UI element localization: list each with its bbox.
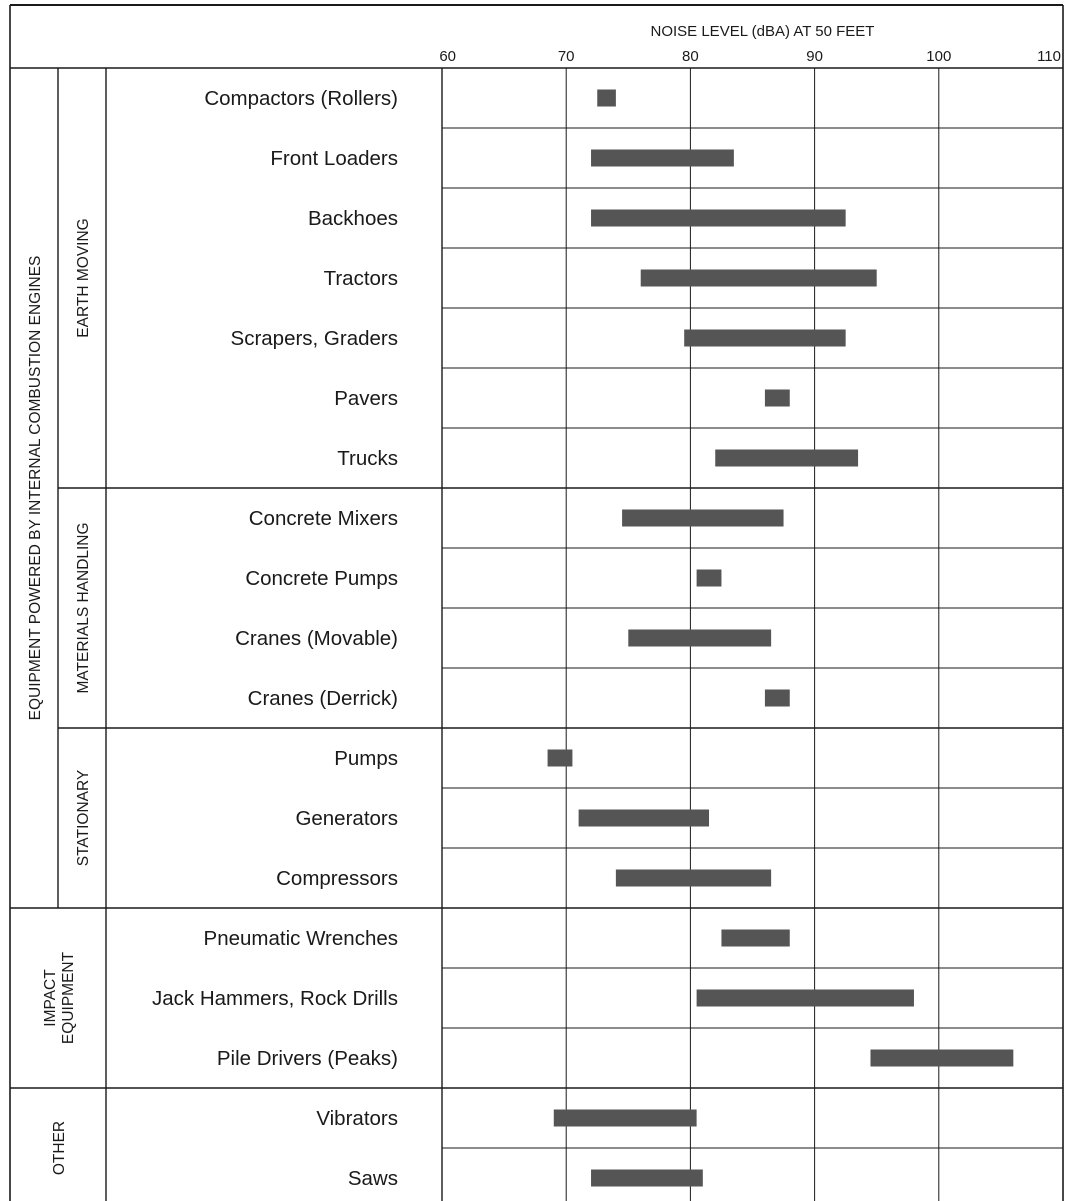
bar-trucks bbox=[715, 449, 859, 467]
group-label-impact-equipment: IMPACTEQUIPMENT bbox=[42, 951, 77, 1044]
labels: NOISE LEVEL (dBA) AT 50 FEET 60 70 80 90 100… bbox=[27, 23, 1061, 1190]
bar-scrapers-graders bbox=[684, 329, 846, 347]
x-tick-label-60: 60 bbox=[439, 48, 456, 65]
bar-pile-drivers-peaks bbox=[870, 1049, 1014, 1067]
group-label-other: OTHER bbox=[51, 1121, 68, 1175]
bar-cranes-derrick bbox=[764, 689, 790, 707]
row-label-pumps: Pumps bbox=[334, 747, 398, 770]
table-frame bbox=[9, 4, 1064, 1201]
bar-compactors-rollers bbox=[597, 89, 616, 107]
group-label-earth-moving: EARTH MOVING bbox=[75, 218, 92, 337]
bar-jack-hammers-rock-drills bbox=[696, 989, 914, 1007]
row-label-concrete-mixers: Concrete Mixers bbox=[249, 507, 398, 530]
x-tick-label-70: 70 bbox=[558, 48, 575, 65]
bars bbox=[547, 89, 1014, 1187]
x-tick-label-100: 100 bbox=[926, 48, 951, 65]
outer-group-label: EQUIPMENT POWERED BY INTERNAL COMBUSTION… bbox=[27, 256, 44, 721]
row-label-backhoes: Backhoes bbox=[308, 207, 398, 230]
bar-cranes-movable bbox=[628, 629, 772, 647]
bar-vibrators bbox=[553, 1109, 697, 1127]
bar-concrete-pumps bbox=[696, 569, 722, 587]
bar-pumps bbox=[547, 749, 573, 767]
row-label-pavers: Pavers bbox=[334, 387, 398, 410]
bar-backhoes bbox=[591, 209, 846, 227]
row-label-tractors: Tractors bbox=[324, 267, 398, 290]
bar-front-loaders bbox=[591, 149, 734, 167]
row-label-pneumatic-wrenches: Pneumatic Wrenches bbox=[204, 927, 398, 950]
row-label-scrapers-graders: Scrapers, Graders bbox=[231, 327, 398, 350]
grid-lines bbox=[565, 68, 940, 1201]
row-label-concrete-pumps: Concrete Pumps bbox=[245, 567, 398, 590]
row-label-compressors: Compressors bbox=[276, 867, 398, 890]
x-axis-title: NOISE LEVEL (dBA) AT 50 FEET bbox=[651, 23, 875, 40]
row-label-compactors-rollers: Compactors (Rollers) bbox=[204, 87, 398, 110]
bar-pneumatic-wrenches bbox=[721, 929, 790, 947]
group-label-materials-handling: MATERIALS HANDLING bbox=[75, 522, 92, 693]
row-label-generators: Generators bbox=[295, 807, 398, 830]
bar-pavers bbox=[764, 389, 790, 407]
row-label-vibrators: Vibrators bbox=[316, 1107, 398, 1130]
row-label-pile-drivers-peaks: Pile Drivers (Peaks) bbox=[217, 1047, 398, 1070]
row-label-cranes-movable: Cranes (Movable) bbox=[235, 627, 398, 650]
bar-concrete-mixers bbox=[622, 509, 784, 527]
row-label-jack-hammers-rock-drills: Jack Hammers, Rock Drills bbox=[152, 987, 398, 1010]
x-tick-label-80: 80 bbox=[682, 48, 699, 65]
row-label-saws: Saws bbox=[348, 1167, 398, 1190]
bar-saws bbox=[591, 1169, 703, 1187]
bar-generators bbox=[578, 809, 710, 827]
group-label-stationary: STATIONARY bbox=[75, 770, 92, 866]
x-tick-label-110: 110 bbox=[1037, 48, 1061, 65]
row-label-trucks: Trucks bbox=[337, 447, 398, 470]
x-tick-label-90: 90 bbox=[806, 48, 823, 65]
row-label-cranes-derrick: Cranes (Derrick) bbox=[248, 687, 398, 710]
row-label-front-loaders: Front Loaders bbox=[270, 147, 398, 170]
bar-compressors bbox=[615, 869, 772, 887]
bar-tractors bbox=[640, 269, 877, 287]
